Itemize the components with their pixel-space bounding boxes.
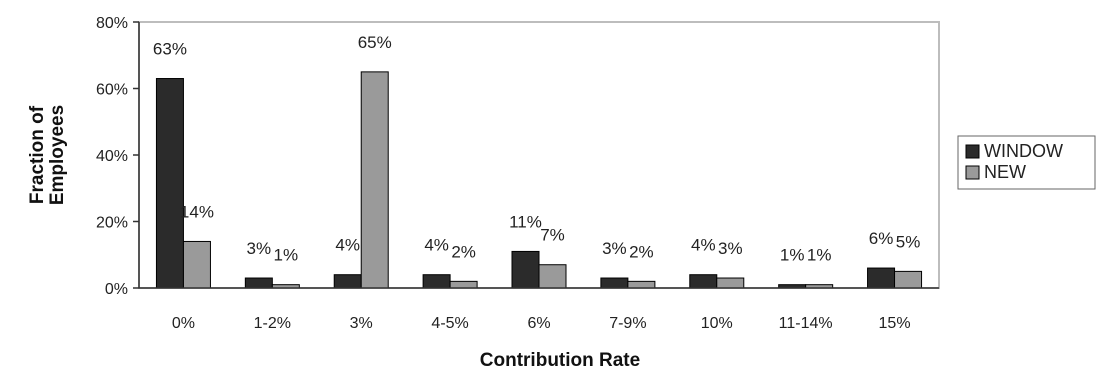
- x-axis-ticks: 0% 1-2% 3% 4-5% 6% 7-9% 10% 11-14% 15%: [172, 315, 911, 332]
- plot-area-frame: [138, 21, 940, 289]
- data-labels: 63%14%3% 1%4%65%4% 2%11%7%3% 2% 4% 3% 1% 1%6% 5%: [153, 33, 920, 265]
- legend: WINDOW NEW: [957, 135, 1096, 190]
- bar-new-4: [538, 264, 567, 289]
- bar-window-2: [333, 274, 362, 289]
- x-axis-title: Contribution Rate: [480, 350, 640, 371]
- data-label-new: 1%: [274, 246, 299, 265]
- bar-window-8: [867, 267, 896, 289]
- data-label-window: 4%: [335, 236, 360, 255]
- data-label-new: 5%: [896, 232, 921, 251]
- data-label-window: 4%: [691, 236, 716, 255]
- data-label-new: 2%: [629, 242, 654, 261]
- legend-label-window: WINDOW: [984, 141, 1063, 161]
- legend-label-new: NEW: [984, 162, 1026, 182]
- x-tick-label: 6%: [527, 315, 550, 332]
- bar-window-4: [511, 250, 540, 289]
- bar-new-3: [449, 280, 478, 289]
- data-label-window: 6%: [869, 229, 894, 248]
- data-label-window: 63%: [153, 40, 187, 59]
- y-axis-title: Fraction of Employees: [27, 105, 68, 205]
- bars: [155, 71, 923, 289]
- legend-swatch-window: [965, 144, 980, 159]
- data-label-new: 65%: [358, 33, 392, 52]
- data-label-window: 4%: [424, 236, 449, 255]
- bar-window-3: [422, 274, 451, 289]
- x-tick-label: 3%: [350, 315, 373, 332]
- data-label-new: 14%: [180, 202, 214, 221]
- data-label-window: 11%: [509, 212, 542, 231]
- x-tick-label: 7-9%: [609, 315, 646, 332]
- bar-new-8: [894, 270, 923, 289]
- bar-new-0: [182, 240, 211, 289]
- data-label-new: 3%: [718, 239, 743, 258]
- y-axis-ticks: 0% 20% 40% 60% 80%: [96, 15, 139, 298]
- bar-new-5: [627, 280, 656, 289]
- bar-new-2: [360, 71, 389, 289]
- data-label-new: 7%: [540, 226, 565, 245]
- y-tick-label: 80%: [96, 15, 128, 32]
- legend-frame: [957, 135, 1096, 190]
- bar-window-1: [244, 277, 273, 289]
- data-label-new: 1%: [807, 246, 832, 265]
- x-tick-label: 11-14%: [779, 315, 833, 332]
- bar-window-5: [600, 277, 629, 289]
- legend-swatch-new: [965, 165, 980, 180]
- x-tick-label: 4-5%: [431, 315, 468, 332]
- x-tick-label: 15%: [879, 315, 911, 332]
- x-tick-label: 0%: [172, 315, 195, 332]
- y-tick-label: 60%: [96, 82, 128, 99]
- x-tick-label: 10%: [701, 315, 733, 332]
- x-tick-label: 1-2%: [254, 315, 291, 332]
- y-axis-title-line-1: Fraction of: [27, 105, 48, 204]
- bar-new-6: [716, 277, 745, 289]
- bar-window-6: [689, 274, 718, 289]
- y-tick-label: 0%: [105, 281, 128, 298]
- data-label-window: 3%: [602, 239, 627, 258]
- y-axis-title-line-2: Employees: [47, 105, 68, 205]
- bar-window-0: [155, 78, 184, 289]
- data-label-new: 2%: [451, 242, 476, 261]
- data-label-window: 3%: [247, 239, 272, 258]
- data-label-window: 1%: [780, 246, 805, 265]
- y-tick-label: 40%: [96, 148, 128, 165]
- y-tick-label: 20%: [96, 215, 128, 232]
